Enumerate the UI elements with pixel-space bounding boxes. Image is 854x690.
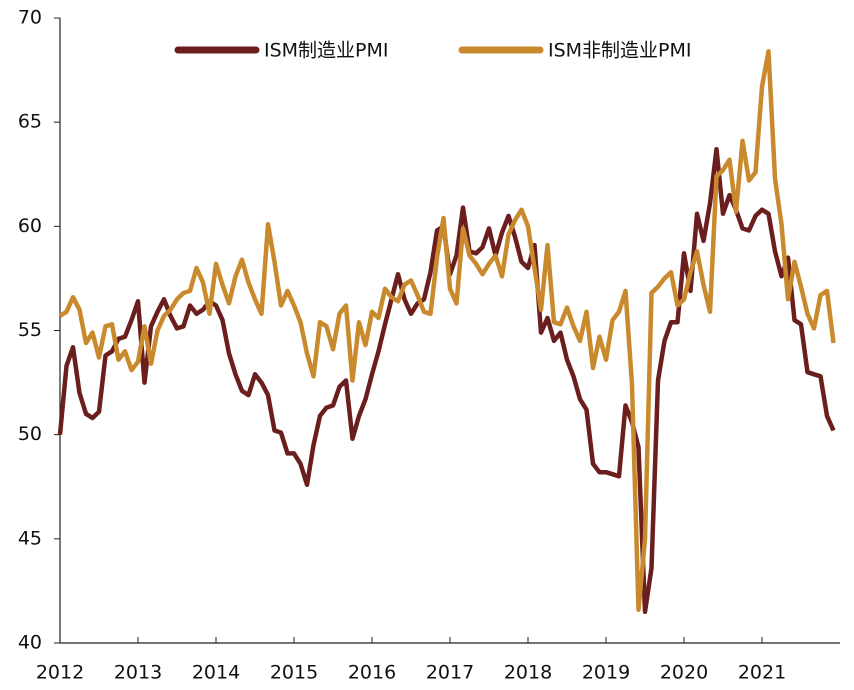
x-tick-label: 2016: [348, 662, 396, 684]
y-tick-label: 65: [18, 111, 42, 133]
y-tick-label: 55: [18, 319, 42, 341]
y-tick-label: 70: [18, 7, 42, 29]
legend-label: ISM制造业PMI: [264, 40, 389, 62]
y-tick-label: 45: [18, 527, 42, 549]
x-tick-label: 2019: [582, 662, 630, 684]
series-line: [57, 146, 836, 615]
x-tick-label: 2012: [36, 662, 84, 684]
series-line: [58, 49, 836, 612]
x-tick-label: 2021: [738, 662, 786, 684]
x-tick-label: 2014: [192, 662, 240, 684]
x-tick-label: 2018: [504, 662, 552, 684]
y-tick-label: 60: [18, 215, 42, 237]
y-tick-label: 40: [18, 632, 42, 654]
x-tick-label: 2013: [114, 662, 162, 684]
x-tick-label: 2017: [426, 662, 474, 684]
x-tick-label: 2020: [660, 662, 708, 684]
legend-label: ISM非制造业PMI: [548, 40, 692, 62]
x-tick-label: 2015: [270, 662, 318, 684]
y-tick-label: 50: [18, 423, 42, 445]
